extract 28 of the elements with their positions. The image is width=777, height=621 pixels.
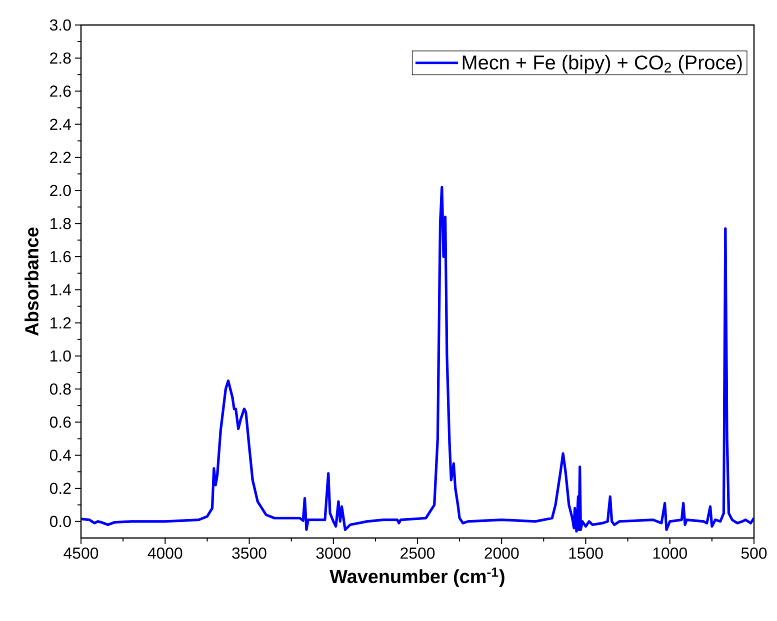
- y-tick-label: 2.4: [50, 118, 72, 130]
- y-tick-label: 1.0: [50, 350, 71, 362]
- y-tick-label: 0.8: [50, 383, 71, 395]
- y-tick-label: 0.6: [50, 416, 71, 428]
- x-tick-label: 500: [741, 548, 767, 559]
- x-tick-label: 2000: [484, 548, 519, 559]
- y-tick-label: 0.0: [50, 516, 71, 528]
- y-axis-title: Absorbance: [24, 227, 38, 336]
- x-tick-label: 4000: [148, 548, 182, 559]
- y-tick-label: 1.6: [50, 251, 71, 262]
- y-tick-label: 1.8: [50, 218, 71, 230]
- y-tick-label: 0.4: [50, 450, 72, 461]
- x-axis-title: Wavenumber (cm$^{-1}$): [330, 568, 504, 587]
- y-tick-label: 3.0: [50, 19, 71, 31]
- y-tick-label: 1.2: [50, 317, 71, 328]
- x-tick-label: 1000: [653, 548, 687, 559]
- y-tick-label: 2.6: [50, 86, 71, 97]
- y-tick-label: 2.2: [50, 152, 71, 163]
- x-tick-label: 1500: [569, 548, 603, 559]
- y-tick-label: 0.2: [50, 482, 71, 494]
- y-tick-label: 2.0: [50, 184, 71, 196]
- legend-label: Mecn + Fe (bipy) + CO$_{2}$ (Proce): [462, 54, 742, 74]
- x-tick-label: 3500: [232, 548, 266, 559]
- y-tick-label: 2.8: [50, 52, 71, 64]
- x-tick-label: 2500: [400, 548, 435, 559]
- x-tick-label: 3000: [316, 548, 350, 559]
- x-tick-label: 4500: [64, 548, 98, 559]
- y-tick-label: 1.4: [50, 284, 72, 296]
